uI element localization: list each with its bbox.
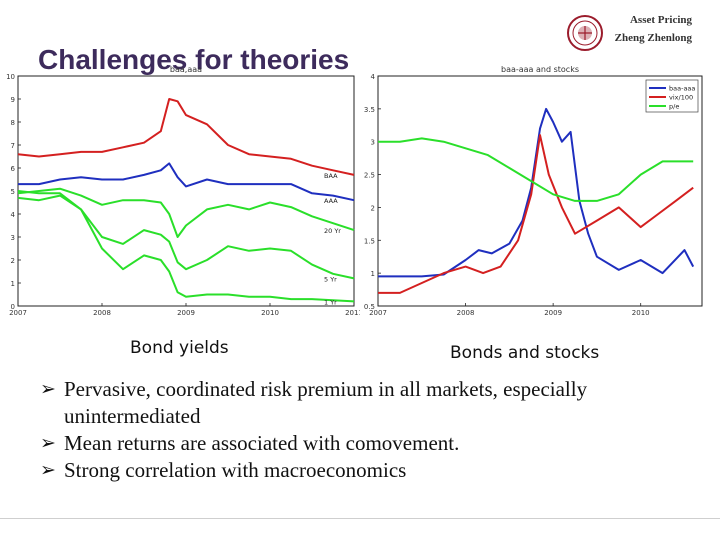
- y-tick-label: 10: [6, 73, 15, 81]
- x-tick-label: 2008: [93, 309, 111, 317]
- university-seal-icon: [567, 15, 603, 51]
- series-line-20-yr: [17, 187, 355, 238]
- series-line-aaa: [18, 162, 355, 202]
- y-tick-label: 4: [11, 211, 16, 219]
- y-tick-label: 7: [11, 142, 15, 150]
- y-tick-label: 6: [11, 165, 16, 173]
- x-tick-label: 2011: [345, 309, 360, 317]
- y-tick-label: 8: [11, 119, 15, 127]
- x-tick-label: 2009: [177, 309, 195, 317]
- y-tick-label: 9: [11, 96, 15, 104]
- x-tick-label: 2010: [261, 309, 279, 317]
- x-tick-label: 2009: [544, 309, 562, 317]
- series-end-label: 5 Yr: [324, 275, 337, 283]
- y-tick-label: 0: [11, 303, 15, 311]
- course-name: Asset Pricing: [629, 14, 692, 26]
- series-line-p-e: [378, 137, 694, 202]
- chart-title: baa,aaa: [170, 65, 202, 74]
- legend-label: p/e: [669, 103, 679, 111]
- y-tick-label: 5: [11, 188, 15, 196]
- slide-title: Challenges for theories: [38, 44, 350, 75]
- arrow-bullet-icon: ➢: [40, 379, 56, 400]
- y-tick-label: 2: [371, 204, 375, 212]
- arrow-bullet-icon: ➢: [40, 460, 56, 481]
- caption-bonds-and-stocks: Bonds and stocks: [450, 343, 600, 363]
- series-line-baa-aaa: [378, 107, 695, 278]
- chart-title: baa-aaa and stocks: [501, 65, 579, 74]
- bond-yields-chart: baa,aaa 0 1 2 3 4 5 6 7 8 9 10 2007 2008 2009 2010 2011 B…: [6, 65, 360, 317]
- series-line-1-yr: [17, 190, 355, 303]
- bonds-and-stocks-chart: baa-aaa and stocks 0.5 1 1.5 2 2.5 3 3.5 4 2007 20…: [364, 65, 703, 317]
- y-tick-label: 3.5: [364, 106, 375, 114]
- series-end-label: AAA: [324, 197, 338, 205]
- arrow-bullet-icon: ➢: [40, 433, 56, 454]
- legend-label: baa-aaa: [669, 85, 695, 93]
- bullet-item: ➢ Strong correlation with macroeconomics: [40, 458, 407, 482]
- x-tick-label: 2008: [457, 309, 475, 317]
- series-line-vix-100: [378, 134, 694, 294]
- author-name: Zheng Zhenlong: [614, 32, 692, 44]
- y-tick-label: 1: [371, 270, 375, 278]
- bullet-item: ➢ Pervasive, coordinated risk premium in …: [40, 377, 588, 428]
- footer-divider: [0, 518, 720, 519]
- bullet-item: ➢ Mean returns are associated with comove…: [40, 431, 460, 455]
- series-end-label: 1 Yr: [324, 298, 337, 306]
- series-end-label: 20 Yr: [324, 227, 341, 235]
- legend-label: vix/100: [669, 94, 693, 102]
- caption-bond-yields: Bond yields: [130, 338, 229, 358]
- y-tick-label: 1: [11, 280, 15, 288]
- x-tick-label: 2010: [632, 309, 650, 317]
- bullet-list: ➢ Pervasive, coordinated risk premium in …: [40, 376, 710, 484]
- x-tick-label: 2007: [369, 309, 387, 317]
- series-end-label: BAA: [324, 172, 338, 180]
- y-tick-label: 2: [11, 257, 15, 265]
- y-tick-label: 3: [371, 139, 375, 147]
- y-tick-label: 1.5: [364, 237, 375, 245]
- plot-frame: [377, 75, 703, 307]
- y-tick-label: 3: [11, 234, 15, 242]
- y-tick-label: 4: [371, 73, 376, 81]
- y-tick-label: 0.5: [364, 303, 375, 311]
- x-tick-label: 2007: [9, 309, 27, 317]
- series-line-baa: [17, 98, 355, 176]
- y-tick-label: 2.5: [364, 172, 375, 180]
